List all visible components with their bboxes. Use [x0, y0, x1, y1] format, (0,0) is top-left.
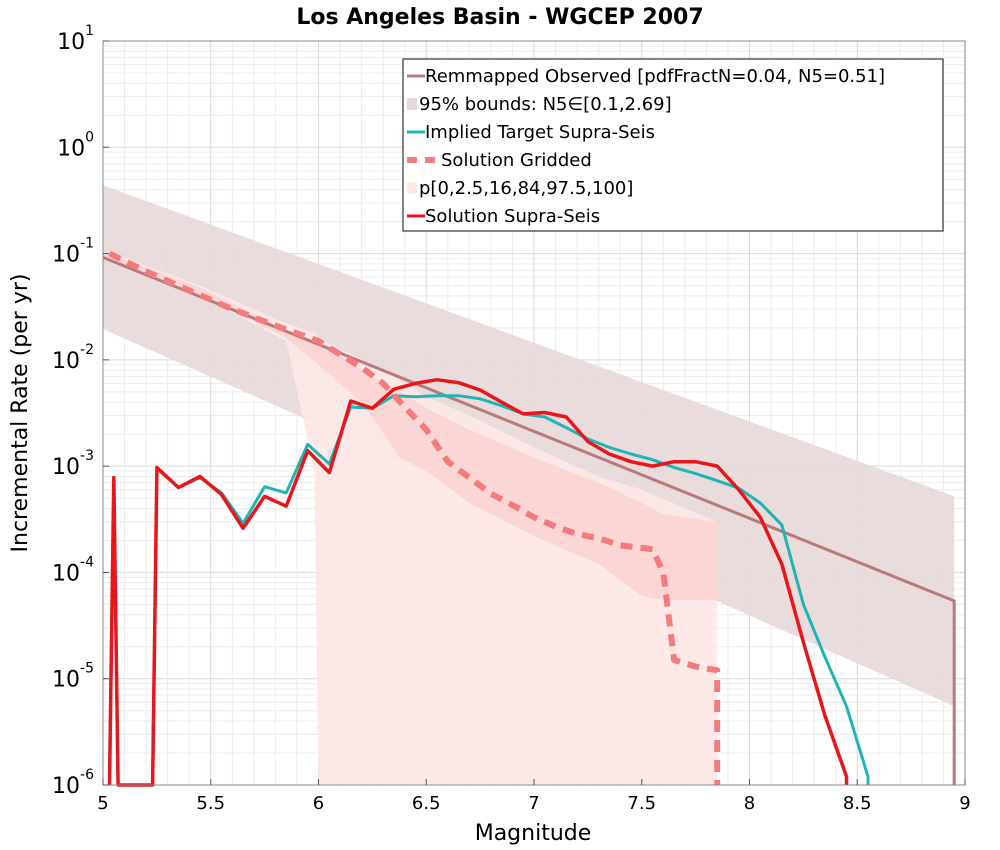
legend-swatch — [407, 182, 417, 194]
y-tick-base: 10 — [52, 668, 80, 693]
y-axis-label: Incremental Rate (per yr) — [8, 274, 33, 553]
legend-label: Implied Target Supra-Seis — [425, 122, 655, 143]
legend-item: Implied Target Supra-Seis — [407, 122, 655, 143]
legend-label: Solution Supra-Seis — [425, 206, 600, 227]
x-tick-label: 7 — [528, 793, 539, 814]
y-tick-label: 10-2 — [52, 342, 94, 374]
y-tick-base: 10 — [57, 136, 85, 161]
y-tick-label: 10-3 — [52, 448, 94, 480]
legend-label: Remmapped Observed [pdfFractN=0.04, N5=0… — [425, 66, 885, 87]
y-tick-exponent: -5 — [80, 661, 94, 677]
x-tick-label: 7.5 — [627, 793, 656, 814]
y-tick-exponent: -3 — [80, 448, 94, 464]
legend-box — [402, 58, 944, 232]
x-tick-label: 5.5 — [196, 793, 225, 814]
x-tick-label: 9 — [959, 793, 970, 814]
x-tick-label: 5 — [97, 793, 108, 814]
legend-item: Remmapped Observed [pdfFractN=0.04, N5=0… — [407, 66, 885, 87]
y-tick-label: 10-4 — [52, 554, 94, 586]
confidence-bands — [103, 185, 955, 786]
y-tick-label: 101 — [57, 23, 94, 55]
series-line-3 — [107, 377, 849, 787]
band-2 — [113, 255, 718, 600]
legend: Remmapped Observed [pdfFractN=0.04, N5=0… — [402, 58, 944, 232]
y-tick-exponent: -4 — [80, 554, 94, 570]
x-tick-label: 8.5 — [843, 793, 872, 814]
y-tick-base: 10 — [52, 243, 80, 268]
chart-title: Los Angeles Basin - WGCEP 2007 — [296, 5, 703, 30]
legend-label: Solution Gridded — [441, 150, 592, 171]
y-tick-exponent: 0 — [85, 129, 94, 145]
y-tick-base: 10 — [52, 774, 80, 799]
y-tick-base: 10 — [52, 349, 80, 374]
y-tick-label: 10-6 — [52, 767, 94, 799]
y-tick-label: 10-5 — [52, 661, 94, 693]
legend-item: Solution Supra-Seis — [407, 206, 600, 227]
y-tick-base: 10 — [52, 561, 80, 586]
y-tick-exponent: -2 — [80, 342, 94, 358]
y-tick-base: 10 — [52, 455, 80, 480]
y-tick-exponent: -1 — [80, 236, 94, 252]
series-line-0 — [102, 256, 956, 785]
legend-item: p[0,2.5,16,84,97.5,100] — [407, 178, 633, 199]
x-axis-label: Magnitude — [475, 821, 592, 846]
series-lines — [102, 250, 956, 787]
legend-label: p[0,2.5,16,84,97.5,100] — [419, 178, 633, 199]
series-line-2 — [108, 250, 721, 785]
y-tick-exponent: -6 — [80, 767, 94, 783]
y-tick-base: 10 — [57, 30, 85, 55]
x-axis-ticks: 5 5.5 6 6.5 7 7.5 8 8.5 9 — [97, 779, 971, 814]
band-1 — [113, 253, 718, 786]
x-tick-label: 6 — [313, 793, 324, 814]
legend-item: 95% bounds: N5∈[0.1,2.69] — [407, 94, 672, 115]
x-tick-label: 6.5 — [412, 793, 441, 814]
y-tick-label: 100 — [57, 129, 94, 161]
legend-swatch — [407, 98, 417, 110]
x-tick-label: 8 — [744, 793, 755, 814]
legend-label: 95% bounds: N5∈[0.1,2.69] — [419, 94, 672, 115]
legend-item: Solution Gridded — [407, 150, 592, 171]
y-tick-exponent: 1 — [85, 23, 94, 39]
y-tick-label: 10-1 — [52, 236, 94, 268]
